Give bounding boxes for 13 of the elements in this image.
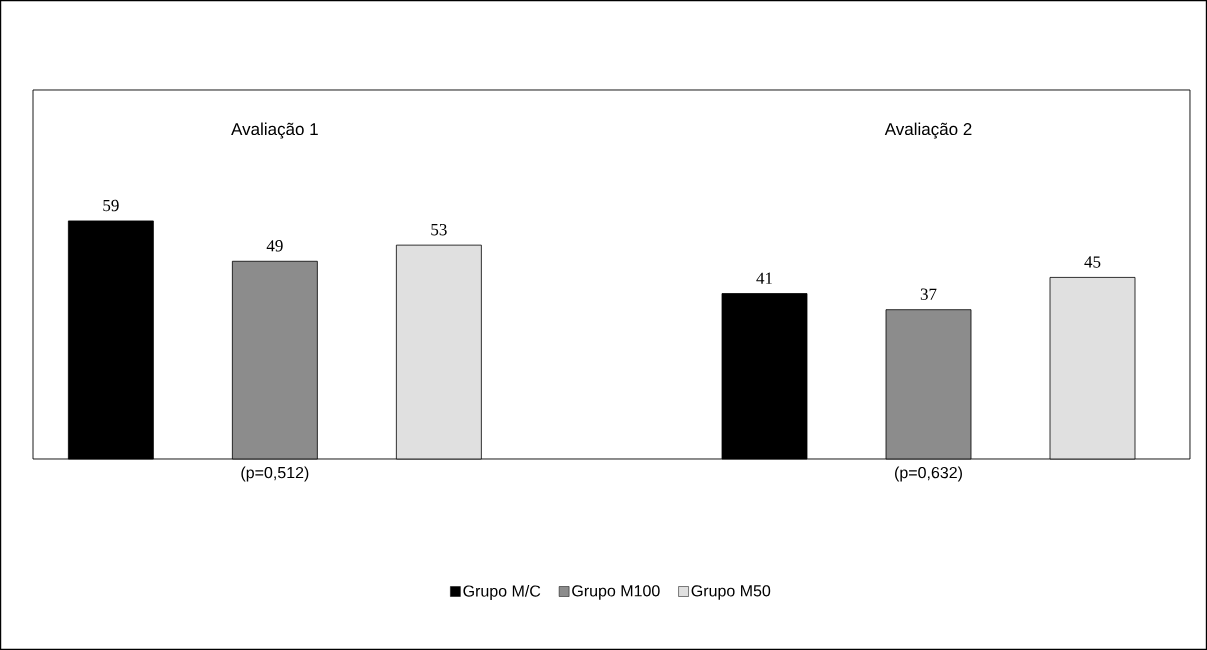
data-label: 41	[756, 272, 772, 284]
data-label: 49	[266, 240, 283, 252]
data-label: 45	[1084, 256, 1101, 268]
data-label: 37	[920, 288, 937, 300]
x-tick-label: (p=0,632)	[895, 466, 962, 482]
legend-label: Grupo M100	[572, 585, 660, 600]
text: Avaliação 1	[231, 122, 318, 139]
data-label: 53	[431, 223, 447, 236]
text: Avaliação 2	[884, 122, 972, 139]
legend-label: Grupo M/C	[463, 584, 541, 600]
x-tick-label: (p=0,512)	[241, 466, 309, 482]
data-label: 59	[103, 199, 119, 212]
legend-label: Grupo M50	[691, 585, 771, 600]
